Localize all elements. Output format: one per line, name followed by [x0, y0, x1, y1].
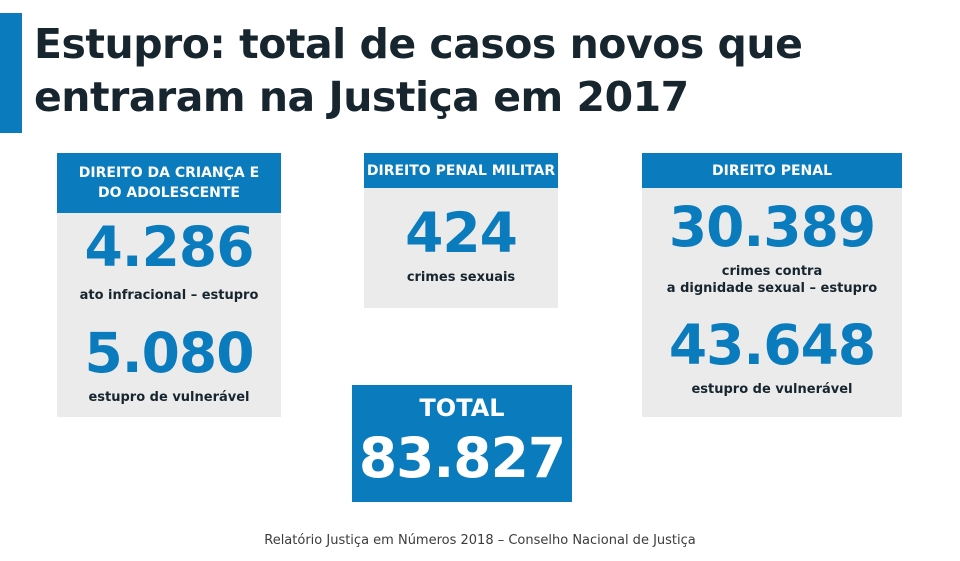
title-line-1: Estupro: total de casos novos que — [34, 20, 803, 68]
source-caption: Relatório Justiça em Números 2018 – Cons… — [264, 533, 696, 548]
stat-label-estupro-vulneravel: estupro de vulnerável — [88, 390, 250, 405]
card-direito-penal: DIREITO PENAL 30.389 crimes contra a dig… — [642, 153, 902, 417]
total-value: 83.827 — [358, 426, 566, 490]
stat-label-estupro-vulneravel: estupro de vulnerável — [691, 382, 853, 397]
card-direito-crianca-adolescente: DIREITO DA CRIANÇA E DO ADOLESCENTE 4.28… — [57, 153, 281, 417]
card-header-line-1: DIREITO DA CRIANÇA E — [78, 165, 260, 181]
title-line-2: entraram na Justiça em 2017 — [34, 73, 689, 121]
card-header-label: DIREITO PENAL — [711, 162, 832, 179]
stat-label-dignidade-sexual: crimes contra a dignidade sexual – estup… — [642, 263, 902, 297]
card-header: DIREITO PENAL MILITAR — [364, 153, 558, 188]
card-header: DIREITO DA CRIANÇA E DO ADOLESCENTE — [57, 153, 281, 213]
stat-value-dignidade-sexual: 30.389 — [668, 195, 876, 259]
stat-value-ato-infracional: 4.286 — [84, 215, 255, 279]
stat-label-crimes-sexuais: crimes sexuais — [406, 270, 516, 285]
card-direito-penal-militar: DIREITO PENAL MILITAR 424 crimes sexuais — [364, 153, 558, 308]
card-header: DIREITO PENAL — [642, 153, 902, 188]
card-header-label: DIREITO PENAL MILITAR — [366, 162, 556, 179]
title-accent-bar — [0, 13, 22, 133]
total-box: TOTAL 83.827 — [352, 385, 572, 502]
stat-label-line-2: a dignidade sexual – estupro — [666, 281, 878, 296]
stat-value-estupro-vulneravel: 5.080 — [84, 321, 255, 385]
stat-label-line-1: crimes contra — [721, 264, 823, 279]
page-title: Estupro: total de casos novos que entrar… — [34, 18, 934, 124]
stat-value-estupro-vulneravel: 43.648 — [668, 313, 876, 377]
card-header-line-2: DO ADOLESCENTE — [98, 185, 240, 201]
stat-label-ato-infracional: ato infracional – estupro — [79, 288, 259, 303]
total-label: TOTAL — [419, 394, 505, 422]
stat-value-crimes-sexuais: 424 — [405, 201, 518, 265]
